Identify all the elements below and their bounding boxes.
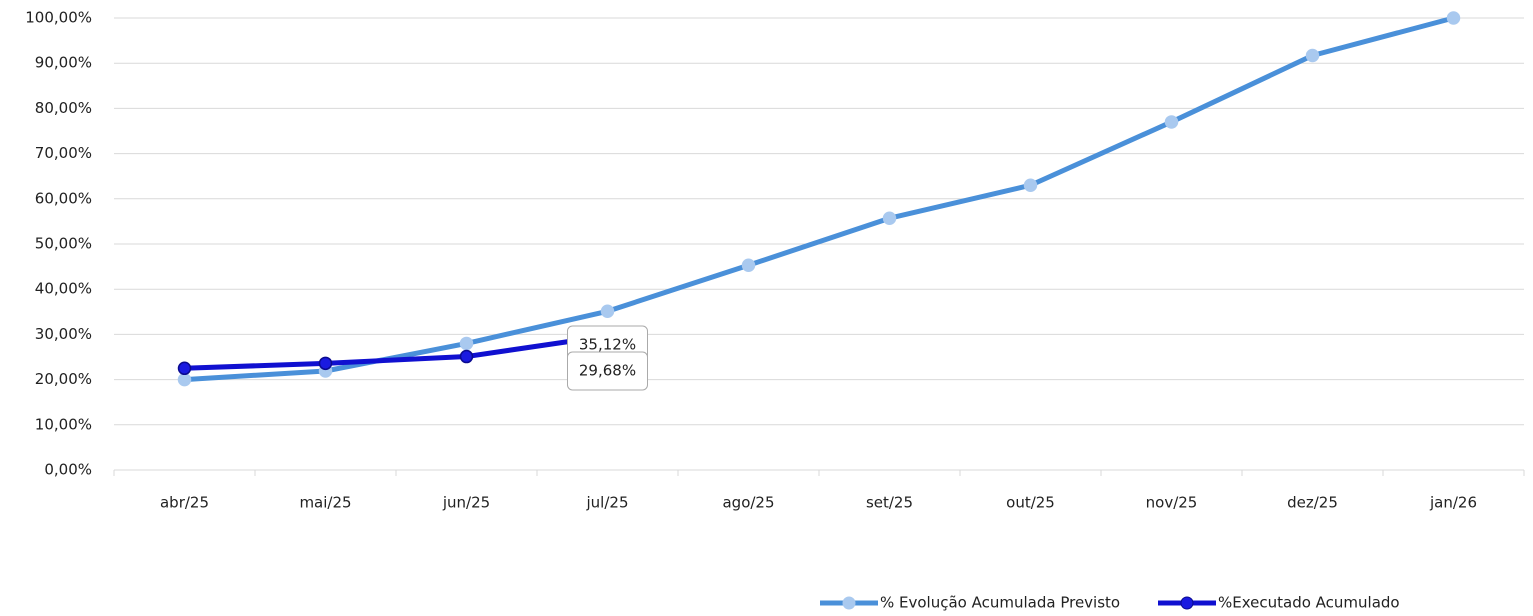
x-tick-label: out/25 (1006, 494, 1055, 512)
point (1305, 48, 1320, 63)
point (177, 372, 192, 387)
series-line (184, 333, 608, 371)
point (459, 336, 474, 351)
x-tick-label: jul/25 (586, 494, 629, 512)
y-tick-label: 90,00% (35, 54, 92, 72)
point (177, 361, 192, 376)
data-label-box (567, 351, 648, 391)
y-tick-label: 30,00% (35, 325, 92, 343)
x-tick-label: mai/25 (299, 494, 351, 512)
data-label: 35,12% (579, 336, 636, 354)
point (459, 349, 474, 364)
point (600, 304, 615, 319)
y-tick-label: 50,00% (35, 235, 92, 253)
series-line (184, 15, 1455, 383)
legend-marker (1180, 596, 1194, 610)
point (882, 211, 897, 225)
x-tick-label: jan/26 (1429, 494, 1477, 512)
x-tick-label: jun/25 (442, 494, 490, 512)
x-tick-label: abr/25 (160, 494, 209, 512)
y-tick-label: 70,00% (35, 144, 92, 162)
y-tick-label: 40,00% (35, 280, 92, 298)
point (1164, 115, 1179, 129)
x-tick-label: dez/25 (1287, 494, 1338, 512)
point (1023, 178, 1038, 192)
point (318, 356, 333, 371)
y-tick-label: 100,00% (25, 9, 92, 27)
point (1446, 11, 1461, 25)
x-tick-label: set/25 (866, 494, 913, 512)
y-tick-label: 10,00% (35, 415, 92, 433)
x-tick-label: nov/25 (1146, 494, 1198, 512)
legend-label: % Evolução Acumulada Previsto (880, 594, 1120, 612)
point (741, 258, 756, 272)
y-tick-label: 60,00% (35, 189, 92, 207)
legend-marker (842, 596, 856, 610)
y-tick-label: 0,00% (44, 461, 92, 479)
x-tick-label: ago/25 (722, 494, 774, 512)
data-label: 29,68% (579, 362, 636, 380)
y-tick-label: 80,00% (35, 99, 92, 117)
y-tick-label: 20,00% (35, 370, 92, 388)
legend-label: %Executado Acumulado (1218, 594, 1400, 612)
